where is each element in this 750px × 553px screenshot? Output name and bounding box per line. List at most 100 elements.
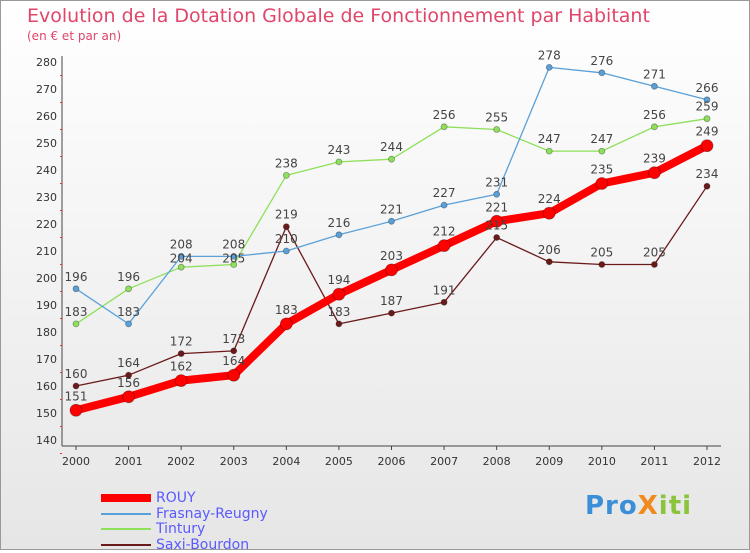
data-label: 187 bbox=[380, 294, 403, 308]
data-point bbox=[700, 139, 714, 153]
data-label: 221 bbox=[380, 202, 403, 216]
y-tick-label: 190 bbox=[36, 299, 57, 312]
proxiti-logo: ProXiti bbox=[585, 491, 693, 521]
x-tick-label: 2005 bbox=[325, 455, 353, 468]
y-tick-label: 270 bbox=[36, 83, 57, 96]
y-tick-label: 150 bbox=[36, 407, 57, 420]
x-tick-label: 2007 bbox=[430, 455, 458, 468]
data-point bbox=[279, 317, 293, 331]
data-point bbox=[177, 350, 185, 358]
y-tick-label: 140 bbox=[36, 434, 57, 447]
data-label: 276 bbox=[590, 54, 613, 68]
data-point bbox=[545, 64, 553, 71]
data-point bbox=[651, 261, 658, 268]
data-point bbox=[282, 171, 290, 179]
data-label: 256 bbox=[433, 108, 456, 122]
data-point bbox=[598, 69, 606, 77]
data-label: 271 bbox=[643, 67, 666, 81]
y-tick-label: 170 bbox=[36, 353, 57, 366]
data-label: 243 bbox=[327, 143, 350, 157]
data-point bbox=[125, 371, 132, 379]
legend-label: Saxi-Bourdon bbox=[156, 536, 250, 553]
data-label: 183 bbox=[65, 305, 88, 319]
x-tick-label: 2011 bbox=[640, 455, 668, 468]
data-label: 221 bbox=[485, 200, 508, 214]
chart-subtitle: (en € et par an) bbox=[27, 29, 122, 43]
data-label: 238 bbox=[275, 156, 298, 170]
x-tick-label: 2006 bbox=[378, 455, 406, 468]
data-label: 249 bbox=[696, 125, 719, 139]
data-point bbox=[72, 285, 80, 293]
data-point bbox=[598, 147, 606, 155]
legend-swatch bbox=[101, 543, 151, 546]
data-label: 162 bbox=[170, 360, 193, 374]
data-point bbox=[598, 261, 606, 268]
data-label: 234 bbox=[696, 167, 719, 181]
data-label: 183 bbox=[117, 305, 140, 319]
data-point bbox=[282, 247, 290, 255]
data-point bbox=[335, 320, 343, 328]
data-point bbox=[177, 263, 185, 271]
chart-title: Evolution de la Dotation Globale de Fonc… bbox=[27, 5, 650, 27]
data-point bbox=[332, 287, 346, 301]
data-point bbox=[125, 285, 132, 293]
legend-swatch bbox=[101, 494, 151, 502]
legend-label: ROUY bbox=[156, 490, 196, 506]
y-tick-label: 220 bbox=[36, 218, 57, 231]
x-tick-label: 2000 bbox=[62, 455, 90, 468]
data-label: 224 bbox=[538, 192, 561, 206]
data-label: 172 bbox=[170, 335, 193, 349]
legend-swatch bbox=[101, 528, 151, 530]
data-label: 156 bbox=[117, 376, 140, 390]
y-tick-label: 210 bbox=[36, 245, 57, 258]
data-point bbox=[440, 298, 448, 306]
data-point bbox=[703, 182, 711, 190]
data-label: 256 bbox=[643, 108, 666, 122]
data-point bbox=[388, 309, 395, 317]
data-point bbox=[542, 206, 556, 220]
data-point bbox=[651, 82, 658, 90]
data-point bbox=[388, 155, 395, 163]
data-label: 239 bbox=[643, 152, 666, 166]
data-label: 164 bbox=[117, 356, 140, 370]
data-label: 227 bbox=[433, 186, 456, 200]
data-point bbox=[230, 261, 238, 268]
data-label: 173 bbox=[222, 332, 245, 346]
x-tick-label: 2002 bbox=[167, 455, 195, 468]
data-label: 210 bbox=[275, 232, 298, 246]
data-point bbox=[648, 166, 661, 180]
data-label: 205 bbox=[222, 251, 245, 265]
data-label: 196 bbox=[117, 270, 140, 284]
y-tick-label: 230 bbox=[36, 191, 57, 204]
data-point bbox=[490, 214, 504, 228]
data-label: 278 bbox=[538, 48, 561, 62]
data-label: 206 bbox=[538, 243, 561, 257]
data-point bbox=[440, 201, 448, 209]
data-point bbox=[595, 177, 609, 190]
data-point bbox=[122, 390, 135, 404]
legend-label: Tintury bbox=[156, 521, 206, 537]
data-label: 194 bbox=[327, 273, 350, 287]
data-point bbox=[493, 234, 501, 241]
data-point bbox=[703, 96, 711, 104]
data-point bbox=[69, 403, 83, 417]
data-point bbox=[493, 126, 501, 133]
data-point bbox=[437, 239, 451, 253]
data-label: 259 bbox=[696, 100, 719, 114]
data-label: 208 bbox=[170, 237, 193, 251]
x-tick-label: 2009 bbox=[535, 455, 563, 468]
data-label: 183 bbox=[275, 303, 298, 317]
data-point bbox=[227, 368, 241, 382]
y-tick-label: 260 bbox=[36, 110, 57, 123]
data-label: 215 bbox=[485, 219, 508, 233]
data-point bbox=[174, 374, 188, 388]
data-point bbox=[335, 158, 343, 166]
data-label: 219 bbox=[275, 208, 298, 222]
x-tick-label: 2012 bbox=[693, 455, 721, 468]
x-tick-label: 2008 bbox=[483, 455, 511, 468]
data-point bbox=[282, 223, 290, 231]
data-label: 191 bbox=[433, 283, 456, 297]
data-label: 266 bbox=[696, 81, 719, 95]
